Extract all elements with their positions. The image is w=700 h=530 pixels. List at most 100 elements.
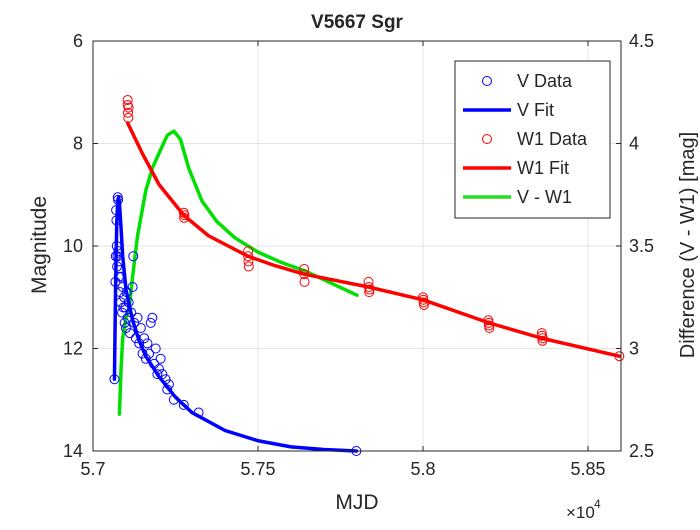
w1-data-point [243, 246, 254, 257]
x-multiplier: ×10 4 [566, 497, 601, 522]
v-data-point [122, 312, 133, 323]
v-data-point [110, 276, 121, 287]
x-tick-label: 5.75 [240, 459, 275, 479]
y-right-tick-label: 2.5 [629, 441, 654, 461]
w1-data-point [484, 323, 495, 333]
w1-data-point [537, 333, 548, 344]
w1-data-point [364, 284, 375, 295]
w1-data-point [122, 107, 133, 118]
v-data-point [117, 282, 128, 292]
v-data-point [112, 261, 123, 272]
v-data-point [111, 241, 122, 251]
v-data-point [129, 317, 140, 328]
v-data-point [126, 307, 137, 318]
legend-box [454, 60, 611, 219]
v-data-point [139, 333, 150, 344]
axes-layer: 5.7 5.75 5.8 5.85 6 8 10 12 14 2.5 3 3.5 4 4.5 [63, 31, 654, 479]
legend-label: V Fit [517, 100, 554, 120]
v-data-point [150, 343, 161, 354]
w1-data-point [243, 251, 254, 262]
y-left-tick-label: 6 [73, 31, 83, 51]
x-tick-label: 5.85 [570, 459, 605, 479]
w1-data-point [243, 261, 254, 272]
chart-title: V5667 Sgr [311, 12, 403, 33]
w1-data-point [123, 102, 134, 113]
v-data-point [111, 215, 122, 226]
w1-data-point [363, 276, 374, 287]
w1-fit-line [125, 121, 622, 358]
w1-data-point [179, 210, 190, 221]
y-left-tick-label: 14 [63, 441, 83, 461]
v-data-point [140, 353, 151, 364]
v-data-point [120, 302, 131, 313]
y-axis-right-label: Difference (V - W1) [mag] [677, 132, 699, 358]
v-data-point [119, 317, 130, 328]
v-data-point [144, 348, 155, 359]
legend-label: W1 Fit [517, 158, 569, 178]
v-data-point [137, 348, 148, 359]
v-data-point [157, 369, 168, 380]
v-fit-line [112, 195, 359, 453]
x-axis-label: MJD [335, 491, 378, 514]
v-data-point [160, 374, 171, 385]
v-data-point [111, 205, 122, 216]
v-data-point [127, 282, 138, 292]
y-right-tick-label: 3 [629, 339, 639, 359]
v-data-point [115, 287, 126, 298]
y-axis-left-label: Magnitude [28, 196, 51, 294]
v-data-point [113, 194, 124, 205]
v-data-point [116, 271, 127, 282]
v-data-point [121, 323, 131, 333]
legend-marker [482, 76, 492, 86]
v-data-point [152, 369, 163, 380]
legend-label: V Data [517, 71, 573, 91]
v-data-point [132, 312, 143, 323]
fit-lines-layer [112, 121, 622, 453]
w1-data-point [299, 276, 310, 287]
x-tick-label: 5.8 [410, 459, 435, 479]
v-data-point [162, 384, 173, 395]
y-right-tick-label: 3.5 [629, 236, 654, 256]
legend-marker [482, 134, 492, 144]
v-data-point [112, 251, 123, 262]
v-data-point [155, 353, 166, 364]
v-data-point [168, 394, 179, 405]
x-tick-label: 5.7 [80, 459, 105, 479]
v-data-point [130, 333, 141, 344]
w1-data-point [299, 264, 310, 275]
v-data-point [145, 317, 156, 328]
v-data-point [124, 328, 135, 339]
y-right-tick-label: 4.5 [629, 31, 654, 51]
y-left-tick-label: 10 [63, 236, 83, 256]
w1-data-point [122, 94, 133, 105]
w1-data-point [299, 269, 310, 280]
v-data-point [193, 407, 204, 418]
v-w1-line [117, 129, 359, 416]
v-data-point [113, 271, 124, 282]
w1-data-point [614, 351, 625, 362]
data-markers-layer [109, 94, 625, 456]
legend: V Data V Fit W1 Data W1 Fit V - W1 [454, 60, 611, 219]
v-data-point [123, 297, 134, 308]
legend-label: V - W1 [517, 187, 572, 207]
v-data-point [109, 374, 120, 385]
w1-data-point [418, 299, 429, 310]
y-left-tick-label: 8 [73, 134, 83, 154]
v-data-point [147, 312, 158, 323]
v-data-point [163, 379, 174, 390]
v-data-point [113, 246, 124, 257]
w1-data-point [123, 112, 134, 123]
v-data-point [114, 256, 125, 267]
x-multiplier-base: ×10 [566, 503, 595, 522]
y-right-tick-label: 4 [629, 134, 639, 154]
v-data-point [178, 399, 189, 410]
v-data-point [121, 287, 132, 298]
v-data-point [142, 338, 153, 349]
v-data-point [154, 364, 164, 374]
v-data-point [135, 323, 146, 333]
x-multiplier-exponent: 4 [594, 497, 601, 511]
legend-label: W1 Data [517, 129, 588, 149]
w1-data-point [243, 256, 254, 267]
